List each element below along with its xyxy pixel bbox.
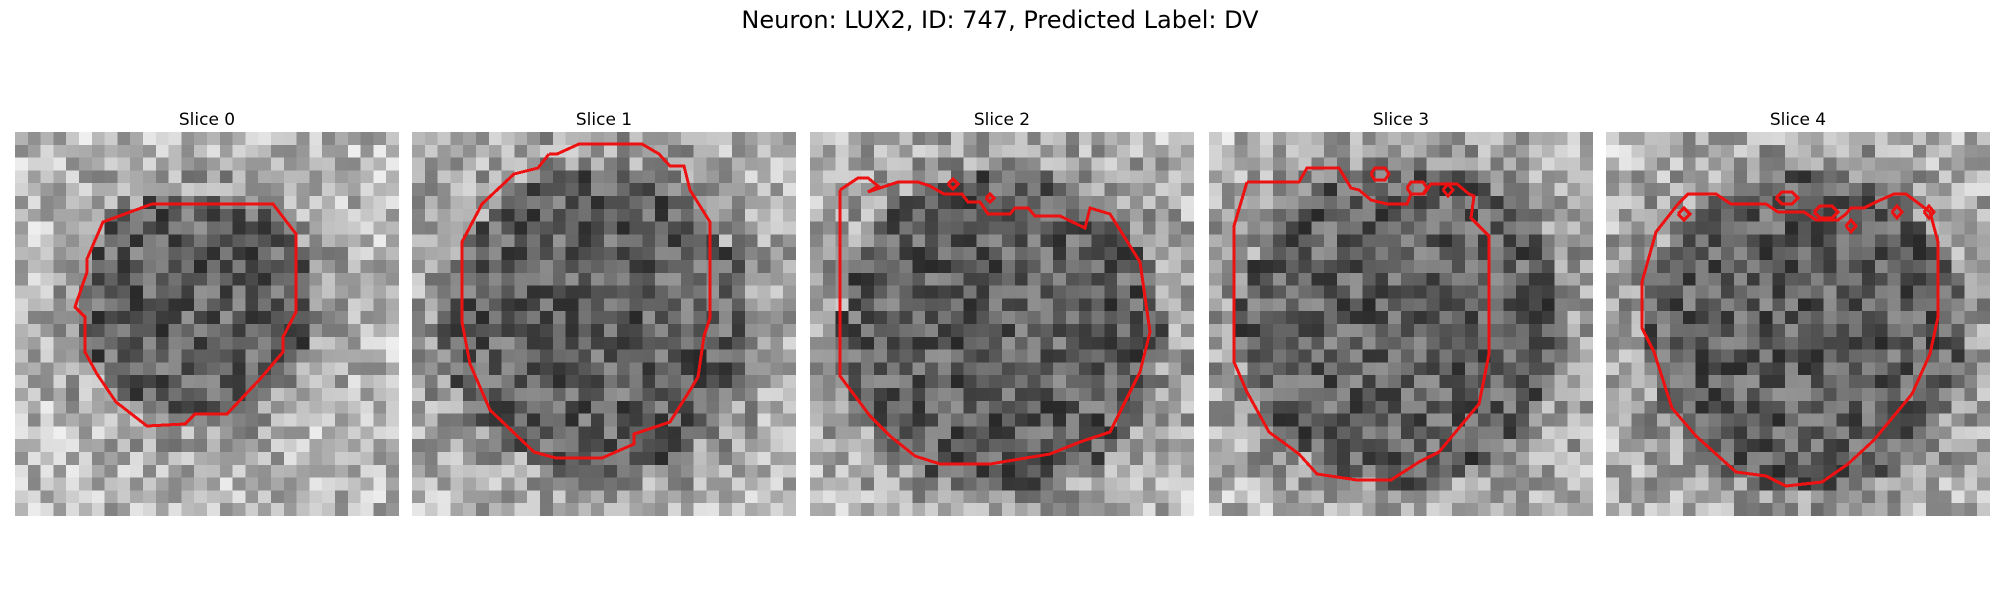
slice-image-4 — [1606, 132, 1990, 516]
neuron-contour-4-blob-a — [1676, 205, 1693, 223]
neuron-contour-4-blob-d — [1844, 217, 1858, 235]
neuron-contour-4-blob-b — [1774, 190, 1801, 206]
neuron-contour-3-blob-c — [1441, 181, 1455, 199]
figure-title: Neuron: LUX2, ID: 747, Predicted Label: … — [741, 6, 1259, 34]
neuron-contour-4-blob-f — [1922, 203, 1936, 221]
slice-title-1: Slice 1 — [575, 110, 633, 130]
neuron-contour-2-blob-a — [946, 176, 961, 192]
neuron-contour-4-blob-c — [1812, 204, 1841, 220]
neuron-contour-3 — [1232, 166, 1491, 482]
slice-title-2: Slice 2 — [973, 110, 1031, 130]
slice-panel-1: Slice 1 — [412, 108, 796, 516]
slice-title-3: Slice 3 — [1372, 110, 1430, 130]
slice-title-0: Slice 0 — [178, 110, 236, 130]
neuron-contour-1 — [460, 142, 712, 460]
slice-title-4: Slice 4 — [1769, 110, 1827, 130]
neuron-contour-2-blob-b — [984, 191, 997, 205]
slice-image-2 — [810, 132, 1194, 516]
neuron-contour-0 — [73, 202, 298, 428]
neuron-contour-2 — [838, 176, 1152, 466]
slice-image-3 — [1209, 132, 1593, 516]
slice-panel-4: Slice 4 — [1606, 108, 1990, 516]
slice-panel-3: Slice 3 — [1209, 108, 1593, 516]
slice-panel-2: Slice 2 — [810, 108, 1194, 516]
neuron-contour-4 — [1640, 192, 1940, 488]
slice-panel-0: Slice 0 — [15, 108, 399, 516]
neuron-contour-4-blob-e — [1890, 203, 1904, 221]
slice-image-0 — [15, 132, 399, 516]
neuron-contour-3-blob-b — [1405, 180, 1429, 196]
slice-image-1 — [412, 132, 796, 516]
neuron-contour-3-blob-a — [1369, 166, 1391, 182]
